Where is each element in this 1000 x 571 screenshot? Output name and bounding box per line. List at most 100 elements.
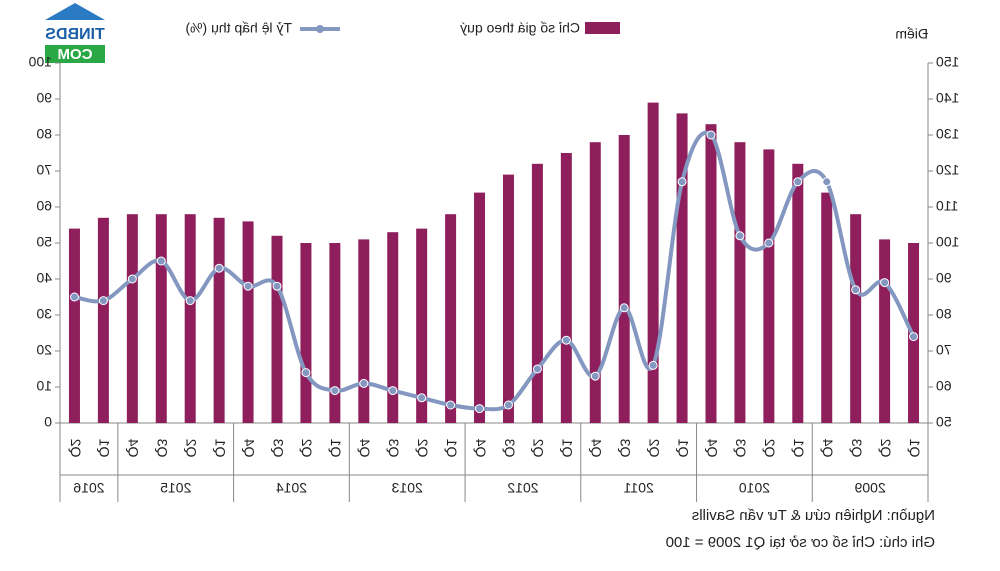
line-marker [417,393,427,403]
bar [850,214,862,423]
x-tick-label: Q3 [617,438,633,457]
line-marker [359,378,369,388]
y-axis-label: Điểm [895,26,928,42]
y2-tick-label: 40 [36,270,52,286]
bar [155,214,167,423]
x-tick-label: Q2 [299,438,315,457]
line-marker [764,238,774,248]
x-tick-label: Q4 [589,438,605,457]
bar [647,102,659,423]
bar [589,142,601,423]
year-label: 2009 [854,480,885,496]
x-tick-label: Q4 [241,438,257,457]
bar [242,221,254,423]
line-marker [301,368,311,378]
year-label: 2015 [160,480,191,496]
chart-body: TINBDS COM Điểm Nguồn: Nghiên cứu & Tư v… [28,3,959,551]
x-tick-label: Q2 [646,438,662,457]
bar [734,142,746,423]
line-marker [243,281,253,291]
x-tick-label: Q3 [386,438,402,457]
y-tick-label: 60 [936,378,952,394]
x-tick-label: Q4 [704,438,720,457]
x-tick-label: Q3 [270,438,286,457]
bar [213,217,225,423]
x-tick-label: Q2 [68,438,84,457]
logo: TINBDS COM [45,3,105,63]
year-label: 2011 [623,480,653,496]
x-tick-label: Q3 [849,438,865,457]
bar [821,192,833,423]
x-tick-label: Q1 [212,438,228,457]
bar [502,174,514,423]
x-tick-label: Q3 [155,438,171,457]
line-marker [475,404,485,414]
line-marker [909,332,919,342]
line [74,130,916,412]
y2-tick-label: 90 [36,90,52,106]
x-tick-label: Q3 [733,438,749,457]
line-marker [706,130,716,140]
line-marker [503,400,513,410]
year-label: 2012 [507,480,538,496]
bar [531,163,543,424]
x-tick-label: Q2 [183,438,199,457]
line-marker [185,296,195,306]
x-tick-label: Q4 [820,438,836,457]
bar [445,214,457,423]
y-tick-label: 80 [936,306,952,322]
x-tick-label: Q2 [415,438,431,457]
bar [68,228,80,423]
legend-swatch [585,22,620,34]
bar [474,192,486,423]
bar [618,135,630,423]
x-tick-label: Q2 [878,438,894,457]
line-marker [793,177,803,187]
y2-tick-label: 30 [36,306,52,322]
y-tick-label: 120 [936,162,960,178]
line-marker [619,303,629,313]
y2-tick-label: 100 [28,54,52,70]
y-tick-label: 100 [936,234,960,250]
year-label: 2016 [73,480,104,496]
logo-box [45,45,105,63]
x-tick-label: Q1 [560,438,576,457]
y2-tick-label: 80 [36,126,52,142]
bar [300,243,312,423]
bar [126,214,138,423]
y-tick-label: 50 [936,414,952,430]
x-tick-label: Q1 [97,438,113,457]
legend-label: Tỷ lệ hấp thụ (%) [185,20,292,36]
y-tick-label: 150 [936,54,960,70]
line-marker [214,263,224,273]
line-marker [590,371,600,381]
source: Nguồn: Nghiên cứu & Tư vấn Savills [692,507,935,524]
y2-tick-label: 20 [36,342,52,358]
bar [416,228,428,423]
bar [329,243,341,423]
y-tick-label: 70 [936,342,952,358]
bar [763,149,775,423]
bar [358,239,370,423]
year-label: 2010 [739,480,770,496]
line-marker [735,231,745,241]
y2-tick-label: 0 [44,414,52,430]
x-tick-label: Q1 [444,438,460,457]
logo-top: TINBDS [45,26,105,43]
x-tick-label: Q3 [502,438,518,457]
y2-tick-label: 10 [36,378,52,394]
line-marker [98,296,108,306]
x-tick-label: Q4 [473,438,489,457]
bar [387,232,399,423]
x-tick-label: Q1 [791,438,807,457]
bar [879,239,891,423]
x-tick-label: Q1 [675,438,691,457]
bar [676,113,688,424]
line-marker [272,281,282,291]
line-marker [446,400,456,410]
bar [560,153,572,423]
y2-tick-label: 70 [36,162,52,178]
year-label: 2013 [391,480,422,496]
bar [184,214,196,423]
